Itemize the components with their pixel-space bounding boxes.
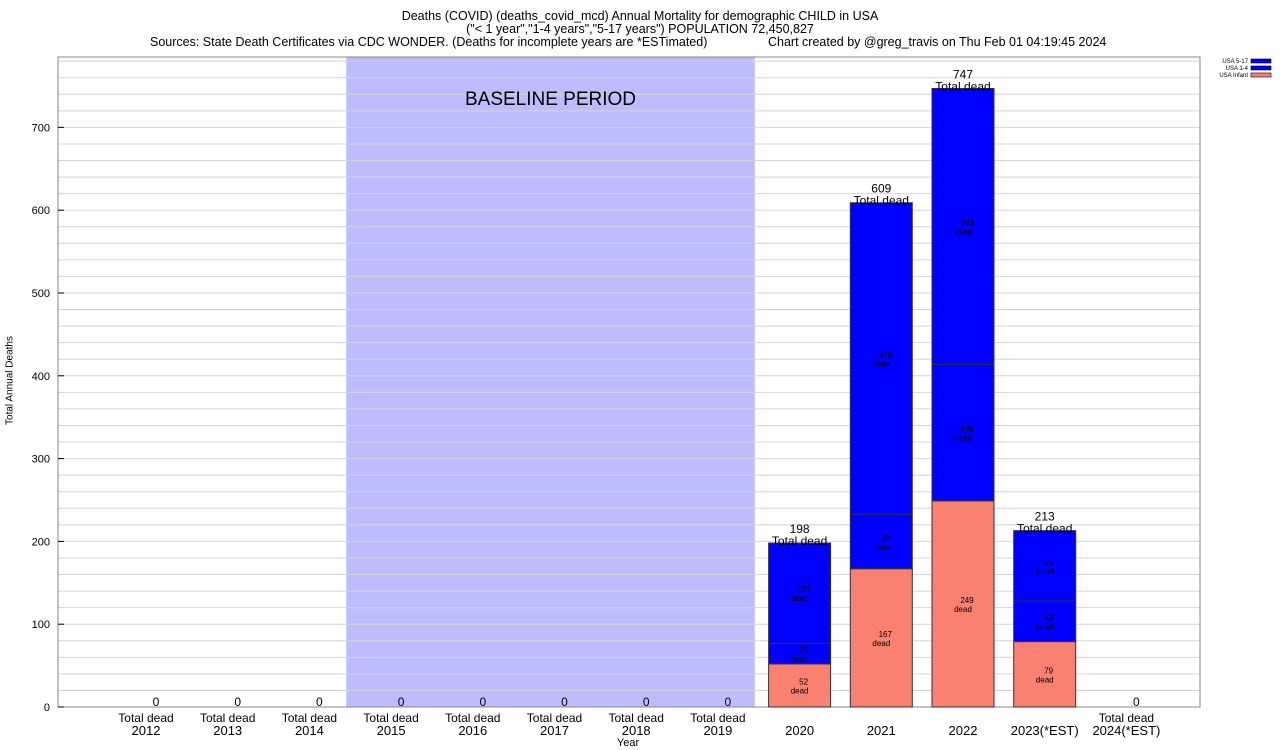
- total-dead-label: Total dead: [854, 194, 909, 208]
- x-tick-label: 2017: [540, 723, 569, 738]
- total-dead-label: Total dead: [282, 711, 337, 725]
- legend-swatch: [1250, 72, 1272, 78]
- legend-swatch: [1250, 58, 1272, 64]
- total-dead-label: Total dead: [445, 711, 500, 725]
- y-tick-label: 300: [32, 454, 50, 466]
- total-value-label: 609: [871, 182, 891, 196]
- x-tick-label: 2022: [949, 723, 978, 738]
- y-tick-label: 100: [32, 619, 50, 631]
- x-tick-label: 2019: [703, 723, 732, 738]
- x-tick-label: 2012: [132, 723, 161, 738]
- segment-suffix-label: dead: [872, 639, 890, 648]
- y-tick-label: 200: [32, 536, 50, 548]
- y-tick-label: 500: [32, 288, 50, 300]
- segment-suffix-label: dead: [1036, 675, 1054, 684]
- segment-suffix-label: dead: [1036, 622, 1054, 631]
- legend-label: USA Infant: [1219, 73, 1248, 79]
- segment-value-label: 249: [960, 596, 974, 605]
- segment-suffix-label: dead: [954, 605, 972, 614]
- bar-segment-usa-5-17: [931, 87, 995, 365]
- total-value-label: 0: [1133, 695, 1140, 709]
- segment-suffix-label: dead: [791, 594, 809, 603]
- segment-suffix-label: dead: [954, 434, 972, 443]
- x-tick-label: 2014: [295, 723, 324, 738]
- total-dead-label: Total dead: [1017, 522, 1072, 536]
- chart-source: Sources: State Death Certificates via CD…: [150, 35, 708, 49]
- total-value-label: 0: [561, 695, 568, 709]
- bar-segment-usa-infant: [849, 568, 913, 708]
- total-value-label: 198: [790, 522, 810, 536]
- bar-segment-usa-5-17: [1013, 530, 1077, 602]
- total-value-label: 0: [316, 695, 323, 709]
- y-tick-label: 600: [32, 205, 50, 217]
- x-tick-label: 2020: [785, 723, 814, 738]
- total-dead-label: Total dead: [118, 711, 173, 725]
- total-value-label: 0: [398, 695, 405, 709]
- chart-credit: Chart created by @greg_travis on Thu Feb…: [768, 35, 1107, 49]
- baseline-period-label: BASELINE PERIOD: [465, 89, 636, 110]
- x-tick-label: 2023(*EST): [1011, 723, 1079, 738]
- bar-segment-usa-5-17: [849, 202, 913, 515]
- total-dead-label: Total dead: [200, 711, 255, 725]
- y-tick-label: 700: [32, 122, 50, 134]
- bar-segment-usa-infant: [931, 500, 995, 708]
- total-value-label: 0: [153, 695, 160, 709]
- y-tick-label: 0: [44, 702, 50, 714]
- segment-value-label: 85: [1044, 558, 1053, 567]
- legend-swatch: [1250, 65, 1272, 71]
- baseline-period-band: [346, 57, 755, 707]
- segment-value-label: 165: [960, 425, 974, 434]
- legend-label: USA 5-17: [1222, 59, 1248, 65]
- total-dead-label: Total dead: [527, 711, 582, 725]
- x-tick-label: 2018: [622, 723, 651, 738]
- segment-suffix-label: dead: [872, 542, 890, 551]
- bar-segment-usa-5-17: [768, 542, 832, 644]
- segment-value-label: 333: [960, 218, 974, 227]
- segment-value-label: 376: [879, 350, 893, 359]
- bar-segment-usa-infant: [1013, 641, 1077, 708]
- segment-suffix-label: dead: [1036, 567, 1054, 576]
- segment-value-label: 66: [881, 533, 890, 542]
- legend-label: USA 1-4: [1226, 66, 1249, 72]
- total-dead-label: Total dead: [690, 711, 745, 725]
- segment-value-label: 121: [797, 585, 811, 594]
- x-tick-label: 2015: [377, 723, 406, 738]
- segment-suffix-label: dead: [954, 227, 972, 236]
- bar-segment-usa-1-4: [931, 363, 995, 502]
- chart-subtitle: ("< 1 year","1-4 years","5-17 years") PO…: [466, 22, 814, 36]
- total-dead-label: Total dead: [363, 711, 418, 725]
- segment-value-label: 79: [1044, 666, 1053, 675]
- total-dead-label: Total dead: [609, 711, 664, 725]
- total-value-label: 0: [479, 695, 486, 709]
- total-dead-label: Total dead: [772, 534, 827, 548]
- segment-value-label: 25: [799, 646, 808, 655]
- total-value-label: 213: [1035, 510, 1055, 524]
- plot-border: [57, 56, 1201, 708]
- segment-suffix-label: dead: [872, 359, 890, 368]
- segment-value-label: 52: [799, 677, 808, 686]
- total-value-label: 0: [643, 695, 650, 709]
- bar-segment-usa-1-4: [1013, 600, 1077, 643]
- chart-title: Deaths (COVID) (deaths_covid_mcd) Annual…: [401, 9, 879, 23]
- bar-segment-usa-infant: [768, 663, 832, 708]
- x-axis-label: Year: [616, 737, 640, 749]
- bar-segment-usa-1-4: [849, 513, 913, 570]
- x-tick-label: 2021: [867, 723, 896, 738]
- total-value-label: 0: [234, 695, 241, 709]
- segment-suffix-label: dead: [791, 655, 809, 664]
- x-tick-label: 2024(*EST): [1092, 723, 1160, 738]
- segment-value-label: 167: [879, 630, 893, 639]
- x-tick-label: 2013: [213, 723, 242, 738]
- total-dead-label: Total dead: [1099, 711, 1154, 725]
- x-tick-label: 2016: [458, 723, 487, 738]
- total-value-label: 0: [725, 695, 732, 709]
- segment-value-label: 49: [1044, 613, 1053, 622]
- segment-suffix-label: dead: [791, 686, 809, 695]
- y-tick-label: 400: [32, 371, 50, 383]
- total-dead-label: Total dead: [935, 79, 990, 93]
- total-value-label: 747: [953, 67, 973, 81]
